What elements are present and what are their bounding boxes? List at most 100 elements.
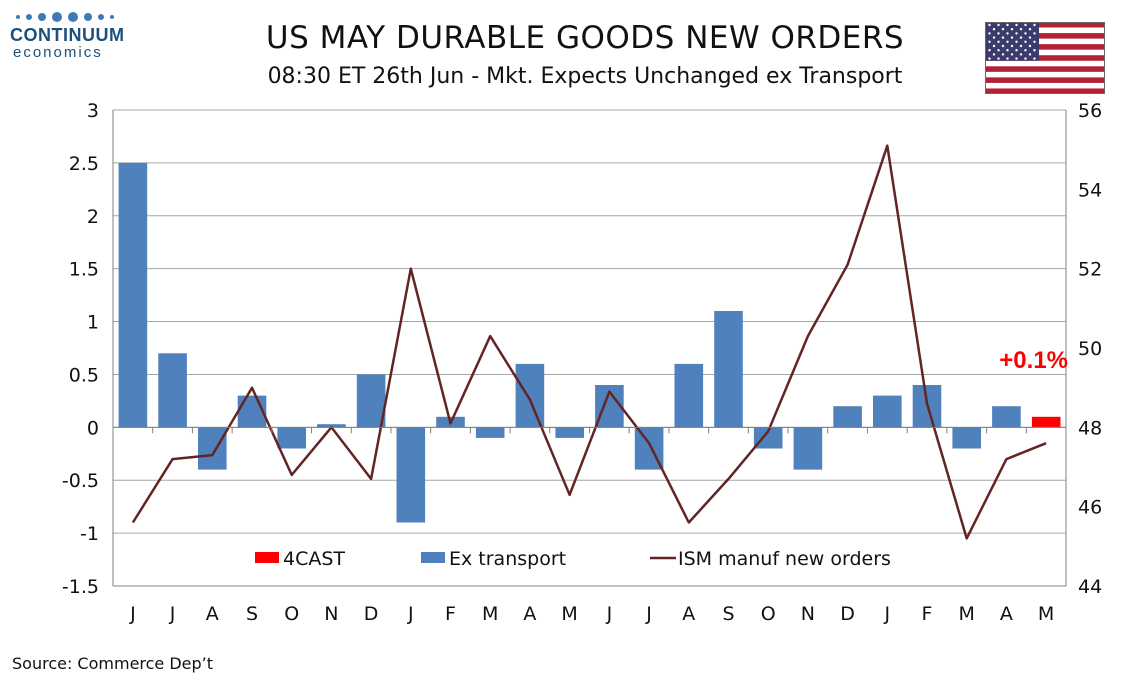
ex-transport-bar (277, 427, 306, 449)
flag-star (988, 49, 991, 52)
chart: -1.5 -1 -0.5 0 0.5 1 1.5 2 2.5 3 44 46 48 50 52 54 56 J… (62, 100, 1102, 625)
legend-swatch (255, 552, 279, 563)
flag-stripe (985, 33, 1105, 39)
bars (118, 162, 1061, 523)
flag-star (1033, 23, 1036, 27)
ex-transport-bar (992, 406, 1021, 428)
flag-star (997, 57, 1000, 60)
us-flag-icon (985, 22, 1105, 94)
flag-star (1006, 49, 1009, 52)
ex-transport-bar (952, 427, 981, 449)
ism-line-path (131, 144, 1047, 540)
flag-star (1006, 23, 1009, 27)
flag-star (1028, 53, 1032, 56)
flag-star (1001, 36, 1005, 39)
ex-transport-bar (555, 427, 584, 438)
ex-transport-bar (356, 374, 386, 428)
logo-name: CONTINUUM (10, 25, 125, 45)
left-tick-label: -1 (80, 523, 99, 545)
legend-label: 4CAST (283, 548, 345, 570)
flag-stripe (985, 77, 1105, 84)
flag-stripe (985, 82, 1105, 89)
x-tick-label: M (482, 603, 498, 625)
x-tick-label: N (801, 603, 815, 625)
left-tick-label: 0.5 (69, 364, 99, 386)
flag-star (1006, 40, 1009, 43)
legend-label: Ex transport (449, 548, 566, 570)
x-tick-label: A (682, 603, 695, 625)
flag-star (988, 32, 991, 35)
right-tick-label: 52 (1078, 259, 1102, 281)
axes (112, 110, 1067, 587)
flag-star (997, 49, 1000, 52)
left-tick-label: -1.5 (62, 576, 99, 598)
ex-transport-bar (118, 162, 148, 428)
flag-star (988, 40, 991, 43)
flag-star (1033, 57, 1036, 60)
flag-star (1010, 28, 1014, 31)
flag-star (1028, 36, 1032, 39)
flag-star (1001, 53, 1005, 56)
flag-stripe (985, 44, 1105, 50)
flag-stripe (985, 49, 1105, 56)
flag-star (1001, 44, 1005, 48)
x-tick-label: S (722, 603, 734, 625)
left-tick-label: 0 (87, 417, 99, 439)
flag-stripe (985, 38, 1105, 45)
right-tick-label: 48 (1078, 417, 1102, 439)
flag-star (1019, 44, 1023, 48)
ism-line (131, 144, 1047, 540)
chart-subtitle: 08:30 ET 26th Jun - Mkt. Expects Unchang… (267, 64, 903, 89)
flag-star (992, 36, 996, 39)
x-tick-label: O (761, 603, 776, 625)
right-tick-label: 54 (1078, 179, 1102, 201)
ex-transport-bar (793, 427, 823, 470)
forecast-bar (1031, 416, 1061, 428)
x-tick-label: M (958, 603, 974, 625)
flag-stripe (985, 22, 1105, 28)
continuum-logo: CONTINUUM economics (10, 12, 135, 77)
ex-transport-bar (317, 424, 346, 428)
x-tick-label: A (1000, 603, 1013, 625)
flag-star (1001, 28, 1005, 31)
left-axis-ticks: -1.5 -1 -0.5 0 0.5 1 1.5 2 2.5 3 (62, 100, 99, 598)
flag-star (1019, 53, 1023, 56)
x-tick-label: O (284, 603, 299, 625)
x-tick-label: F (445, 603, 456, 625)
legend-label: ISM manuf new orders (678, 548, 891, 570)
flag-star (1015, 32, 1018, 35)
gridlines (113, 109, 1066, 587)
ex-transport-bar (158, 353, 187, 428)
left-tick-label: 1.5 (69, 259, 99, 281)
flag-star (1015, 23, 1018, 27)
x-tick-label: J (169, 603, 176, 625)
flag-star (1033, 49, 1036, 52)
left-tick-label: -0.5 (62, 470, 99, 492)
flag-star (1015, 40, 1018, 43)
left-tick-label: 2 (87, 206, 99, 228)
flag-star (1019, 36, 1023, 39)
x-tick-label: J (883, 603, 890, 625)
flag-stripe (985, 55, 1105, 62)
ex-transport-bar (515, 363, 545, 428)
ex-transport-bar (873, 395, 902, 428)
flag-star (1019, 28, 1023, 31)
legend-swatch (421, 552, 445, 563)
ex-transport-bar (714, 311, 743, 428)
flag-star (1024, 23, 1027, 27)
x-tick-label: D (840, 603, 855, 625)
flag-star (1015, 49, 1018, 52)
ex-transport-bar (198, 427, 227, 470)
flag-stripe (985, 27, 1105, 34)
flag-star (1033, 32, 1036, 35)
x-tick-label: J (645, 603, 652, 625)
flag-star (997, 40, 1000, 43)
x-tick-label: J (129, 603, 136, 625)
flag-stripe (985, 66, 1105, 73)
logo-subtitle: economics (13, 44, 103, 61)
left-tick-label: 1 (87, 312, 99, 334)
flag-star (1010, 44, 1014, 48)
flag-star (1006, 32, 1009, 35)
x-tick-label: J (606, 603, 613, 625)
ex-transport-bar (753, 427, 783, 449)
